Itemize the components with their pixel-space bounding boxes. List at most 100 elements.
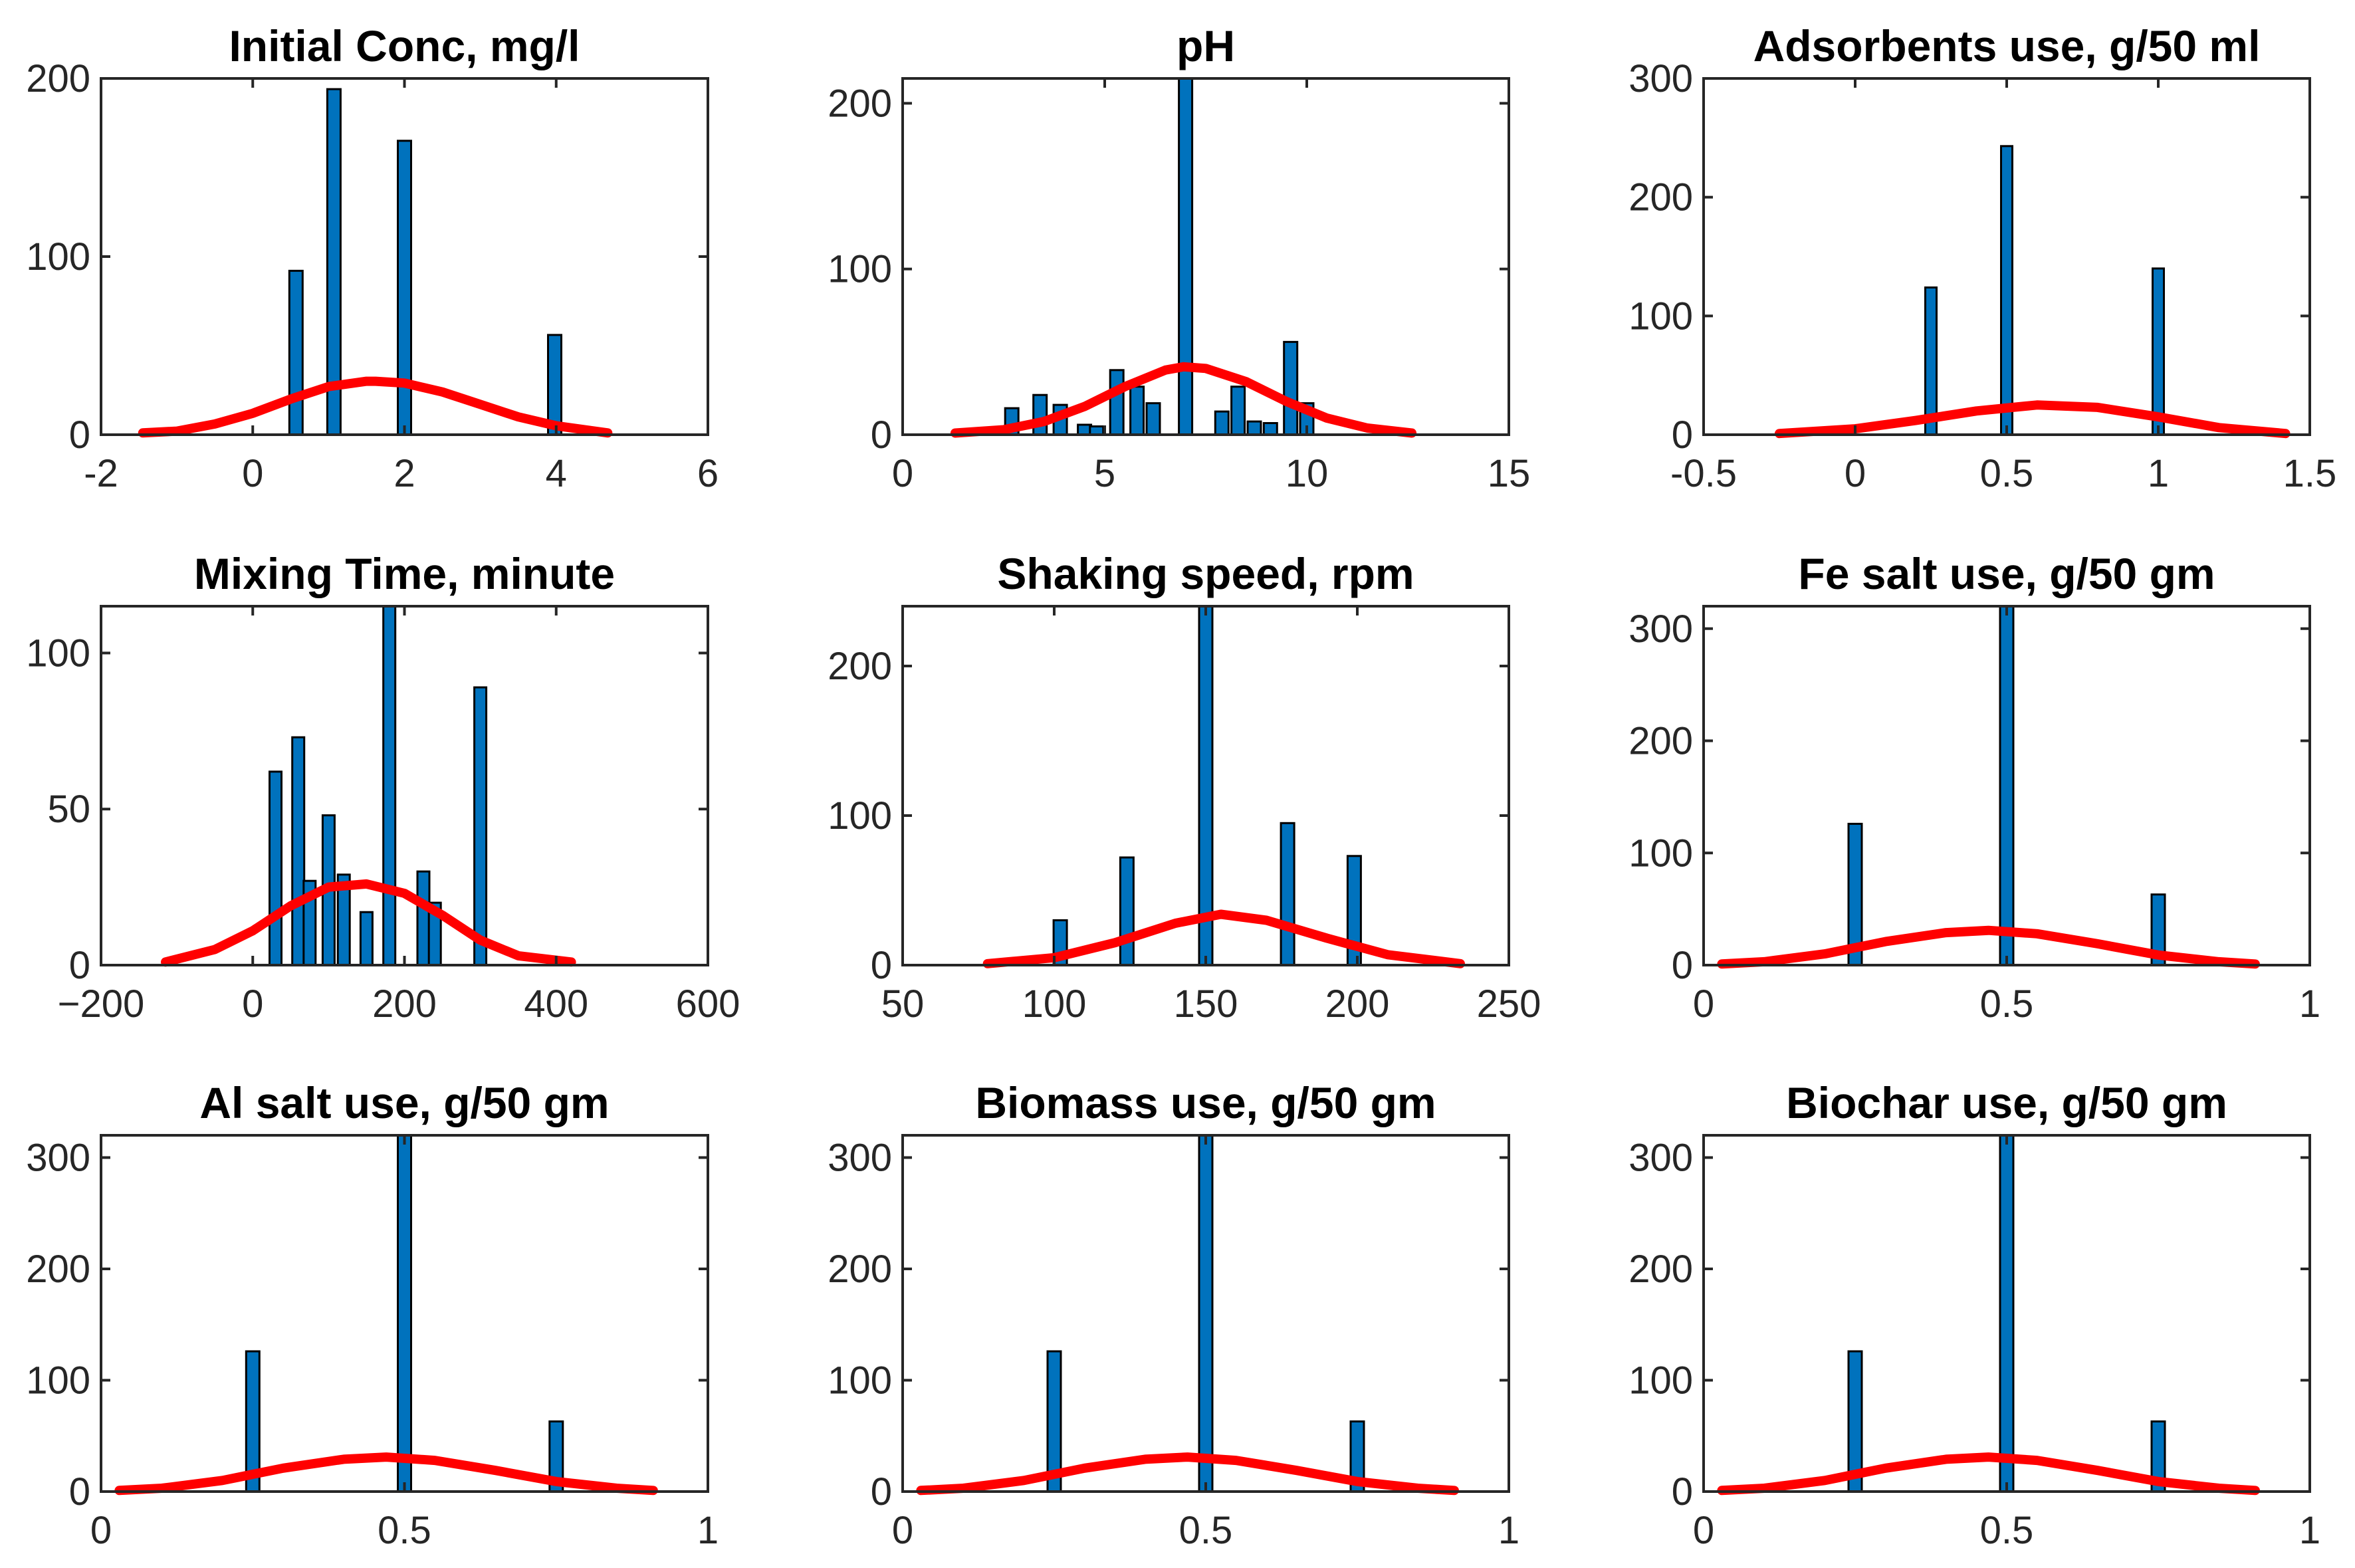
y-tick-label: 100 — [828, 794, 892, 838]
histogram-bar — [288, 269, 304, 436]
subplot-title: Shaking speed, rpm — [997, 549, 1414, 598]
histogram-bar — [359, 911, 374, 966]
y-tick-label: 200 — [1628, 176, 1693, 219]
normal-fit-curve — [1775, 400, 2291, 439]
x-tick-label: 0.5 — [1980, 982, 2034, 1026]
histogram-bar — [2000, 145, 2013, 436]
histogram-bar — [1119, 856, 1135, 966]
y-tick-label: 100 — [26, 1359, 90, 1402]
x-tick-label: 100 — [1022, 982, 1087, 1026]
y-tick-label: 0 — [1672, 413, 1693, 457]
subplot-title: Biomass use, g/50 gm — [975, 1078, 1436, 1127]
histogram-bar — [1230, 386, 1246, 436]
y-tick-label: 200 — [828, 82, 892, 125]
y-tick-label: 100 — [1628, 832, 1693, 875]
y-tick-label: 0 — [871, 413, 892, 457]
histogram-bar — [1246, 420, 1262, 436]
x-tick-label: −200 — [58, 982, 145, 1026]
histogram-bar — [291, 736, 306, 966]
histogram-bar — [1999, 605, 2015, 966]
histogram-bar — [416, 870, 431, 966]
x-tick-label: 400 — [524, 982, 588, 1026]
histogram-bar — [1924, 286, 1938, 436]
x-tick-label: 0.5 — [378, 1509, 431, 1552]
x-tick-label: 1.5 — [2283, 452, 2337, 495]
x-tick-label: 0 — [90, 1509, 112, 1552]
x-tick-label: 150 — [1174, 982, 1238, 1026]
y-tick-label: 0 — [1672, 944, 1693, 987]
histogram-bar — [1032, 393, 1048, 436]
subplot-5: 0 0.5 1 0 100 200 300 Fe salt use, g/50 gm — [1628, 549, 2320, 1026]
subplot-title: Al salt use, g/50 gm — [199, 1078, 609, 1127]
x-tick-label: 50 — [881, 982, 925, 1026]
y-tick-label: 100 — [828, 248, 892, 291]
x-tick-label: 0 — [242, 452, 263, 495]
subplot-title: Adsorbents use, g/50 ml — [1753, 21, 2261, 70]
histogram-bar — [1999, 1134, 2015, 1493]
y-tick-label: 200 — [1628, 720, 1693, 763]
x-tick-label: 2 — [393, 452, 415, 495]
axes-frame — [901, 77, 1510, 436]
normal-fit-curve — [114, 1452, 658, 1496]
y-tick-label: 100 — [828, 1359, 892, 1402]
subplot-4: 50 100 150 200 250 0 100 200 Shaking speed, rpm — [828, 549, 1541, 1026]
normal-fit-curve — [951, 362, 1417, 438]
normal-fit-curve — [161, 879, 576, 967]
y-tick-label: 300 — [828, 1137, 892, 1180]
x-tick-label: 200 — [1325, 982, 1390, 1026]
x-tick-label: 0 — [892, 452, 913, 495]
subplot-title: Fe salt use, g/50 gm — [1798, 549, 2215, 598]
normal-fit-curve — [1717, 1452, 2260, 1496]
x-tick-label: 0 — [1693, 1509, 1714, 1552]
y-tick-label: 200 — [26, 57, 90, 100]
x-tick-label: 1 — [2299, 1509, 2320, 1552]
y-tick-label: 200 — [26, 1248, 90, 1291]
x-tick-label: 600 — [676, 982, 740, 1026]
y-tick-label: 300 — [26, 1137, 90, 1180]
histogram-bar — [1214, 410, 1230, 436]
x-tick-label: 6 — [697, 452, 719, 495]
x-tick-label: 1 — [697, 1509, 719, 1552]
axes-frame — [100, 605, 709, 966]
histogram-bar — [269, 770, 282, 966]
subplot-1: 0 5 10 15 0 100 200 pH — [828, 21, 1530, 495]
x-tick-label: 10 — [1286, 452, 1329, 495]
y-tick-label: 0 — [69, 944, 90, 987]
y-tick-label: 100 — [26, 631, 90, 675]
subplot-title: Initial Conc, mg/l — [229, 21, 580, 70]
histogram-bar — [1109, 369, 1125, 436]
x-tick-label: 0 — [1693, 982, 1714, 1026]
y-tick-label: 300 — [1628, 608, 1693, 651]
subplot-8: 0 0.5 1 0 100 200 300 Biochar use, g/50 gm — [1628, 1078, 2320, 1552]
histogram-bar — [1262, 422, 1278, 436]
x-tick-label: 0 — [892, 1509, 913, 1552]
x-tick-label: 0.5 — [1980, 1509, 2034, 1552]
normal-fit-curve — [916, 1452, 1459, 1496]
x-tick-label: 15 — [1488, 452, 1531, 495]
y-tick-label: 100 — [1628, 1359, 1693, 1402]
histogram-bar — [1198, 605, 1214, 966]
y-tick-label: 0 — [69, 1470, 90, 1513]
subplot-title: pH — [1177, 21, 1235, 70]
x-tick-label: -0.5 — [1670, 452, 1737, 495]
y-tick-label: 200 — [828, 1248, 892, 1291]
normal-fit-curve — [138, 376, 613, 438]
x-tick-label: 0 — [1845, 452, 1866, 495]
y-tick-label: 100 — [26, 235, 90, 279]
histogram-bar — [382, 605, 397, 966]
normal-fit-curve — [1717, 925, 2260, 969]
x-tick-label: 5 — [1094, 452, 1115, 495]
x-tick-label: 1 — [2299, 982, 2320, 1026]
x-tick-label: 0.5 — [1980, 452, 2034, 495]
x-tick-label: 1 — [2148, 452, 2169, 495]
x-tick-label: 4 — [546, 452, 567, 495]
x-tick-label: 0.5 — [1179, 1509, 1233, 1552]
histogram-bar — [473, 686, 488, 966]
y-tick-label: 300 — [1628, 57, 1693, 100]
subplot-7: 0 0.5 1 0 100 200 300 Biomass use, g/50 gm — [828, 1078, 1519, 1552]
histogram-bar — [1283, 340, 1299, 436]
